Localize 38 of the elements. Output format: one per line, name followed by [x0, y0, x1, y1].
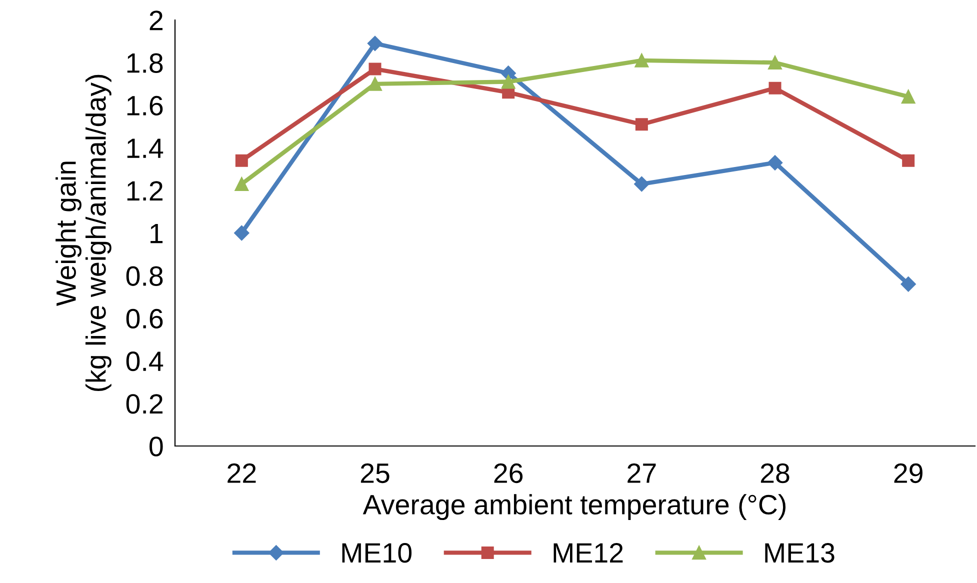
- point: [235, 154, 248, 167]
- legend-label: ME12: [554, 543, 623, 562]
- y-tick-label: 2: [150, 10, 162, 30]
- point: [234, 177, 249, 191]
- point: [635, 118, 648, 131]
- y-axis-title: Weight gain (kg live weigh/animal/day): [56, 74, 112, 392]
- point: [234, 225, 250, 241]
- y-tick-label: 1.6: [127, 96, 163, 116]
- y-tick-label: 0.6: [126, 308, 163, 329]
- legend-label: ME13: [765, 543, 834, 563]
- x-tick-label: 27: [628, 463, 656, 483]
- x-axis-title: Average ambient temperature (°C): [362, 494, 786, 520]
- x-tick-label: 22: [228, 463, 256, 483]
- point: [501, 74, 516, 89]
- x-tick-label: 28: [760, 463, 790, 484]
- x-tick-label: 29: [894, 463, 922, 484]
- y-tick-label: 1.2: [127, 181, 162, 200]
- legend-label: ME10: [342, 543, 412, 563]
- y-tick-label: 0.8: [126, 266, 163, 286]
- y-tick-label: 1.8: [127, 53, 163, 73]
- point: [768, 82, 782, 94]
- y-tick-label: 0.4: [126, 351, 164, 372]
- y-tick-label: 0: [150, 436, 163, 456]
- x-tick-label: 25: [360, 463, 390, 484]
- point: [900, 276, 916, 292]
- point: [901, 90, 916, 104]
- y-tick-label: 1.4: [127, 138, 164, 158]
- point: [634, 176, 650, 192]
- point: [902, 154, 915, 167]
- point: [634, 54, 649, 68]
- x-tick-label: 26: [494, 463, 523, 484]
- y-tick-label: 0.2: [126, 394, 162, 414]
- point: [768, 56, 782, 70]
- point: [767, 155, 783, 170]
- y-tick-label: 1: [150, 224, 163, 244]
- point: [368, 76, 382, 91]
- point: [367, 36, 383, 51]
- point: [368, 62, 382, 76]
